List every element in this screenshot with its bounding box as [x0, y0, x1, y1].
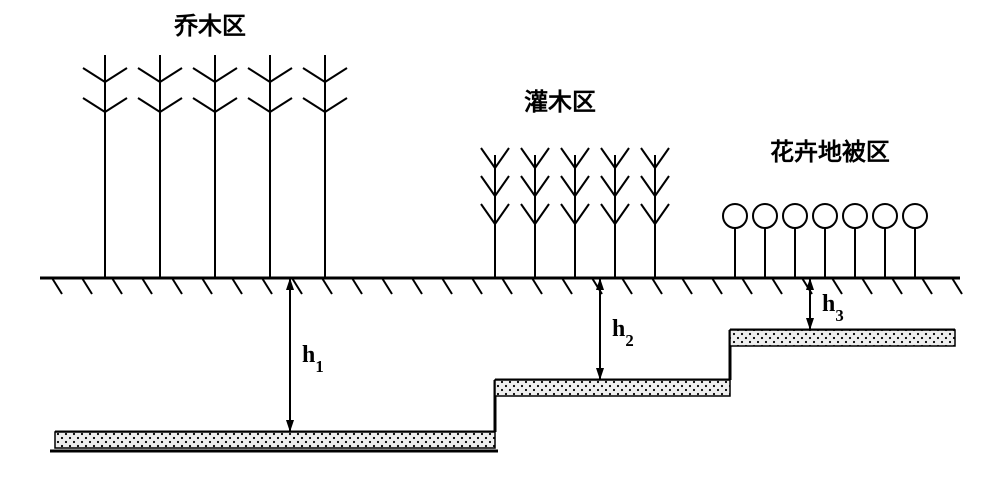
depth-arrow-h2 [596, 278, 604, 380]
depth-arrow-h1 [286, 278, 294, 432]
trees-label: 乔木区 [173, 13, 246, 40]
trees-plants [83, 55, 347, 278]
depth-label-h3: h3 [822, 291, 844, 325]
flowers-plants [723, 204, 927, 278]
shrubs-plants [481, 148, 669, 278]
shrubs-label: 灌木区 [524, 89, 596, 116]
flowers-label: 花卉地被区 [770, 139, 890, 166]
soil-slab-flowers [730, 330, 955, 346]
soil-slab-trees [55, 432, 495, 448]
depth-label-h2: h2 [612, 316, 634, 350]
soil-slab-shrubs [495, 380, 730, 396]
depth-label-h1: h1 [302, 342, 324, 376]
